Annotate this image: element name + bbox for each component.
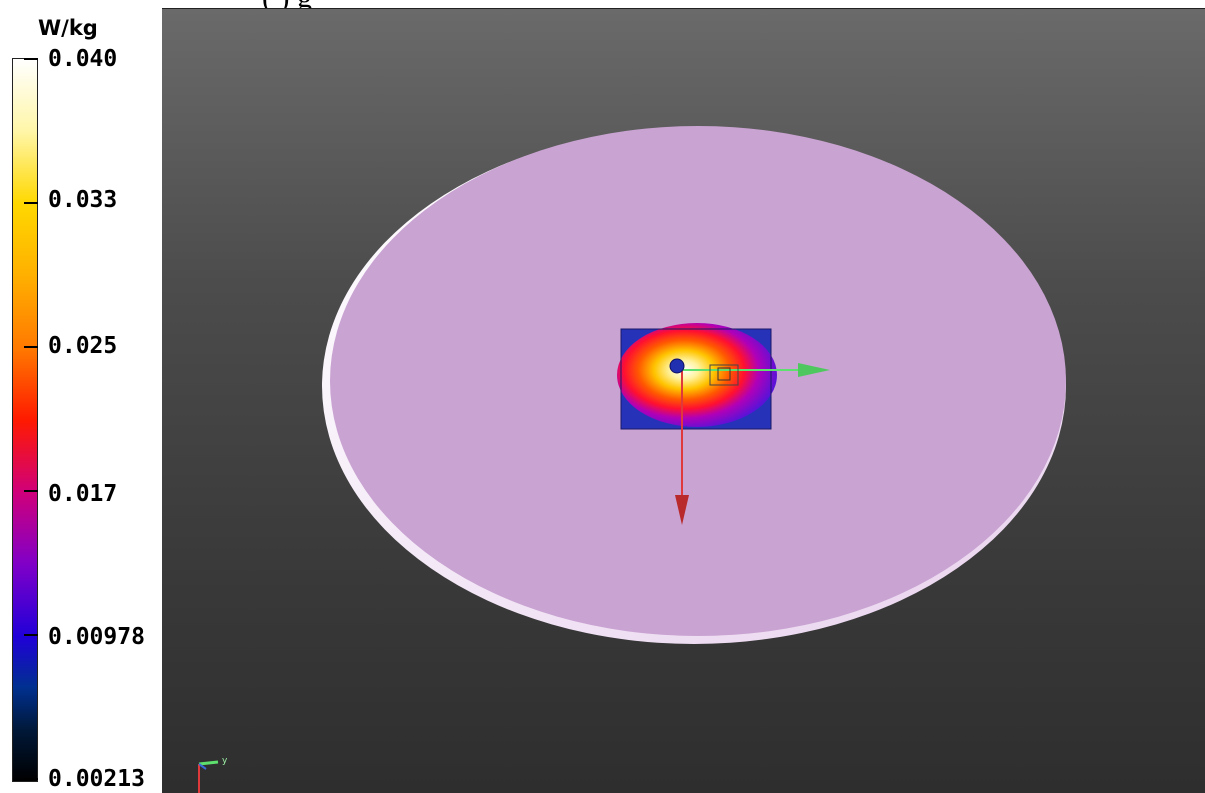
legend-label-max: 0.040 bbox=[48, 46, 118, 72]
orientation-triad-icon: y bbox=[198, 756, 228, 793]
legend-label-min: 0.00213 bbox=[48, 766, 145, 792]
legend-label-3: 0.025 bbox=[48, 333, 118, 359]
legend-label-2: 0.033 bbox=[48, 187, 118, 213]
legend-tick bbox=[24, 490, 38, 492]
legend-tick bbox=[24, 634, 38, 636]
legend-label-4: 0.017 bbox=[48, 481, 118, 507]
legend-tick bbox=[24, 202, 38, 204]
sar-field-map bbox=[617, 323, 777, 430]
legend-tick bbox=[24, 346, 38, 348]
legend-unit-label: W/kg bbox=[38, 16, 98, 40]
probe-coordinate-axes bbox=[669, 358, 830, 525]
legend-label-5: 0.00978 bbox=[48, 624, 145, 650]
viewport-scene: y bbox=[198, 126, 1066, 793]
triad-y-label: y bbox=[222, 756, 228, 766]
legend-tick bbox=[24, 58, 38, 60]
legend-colorbar bbox=[12, 58, 38, 782]
3d-viewport[interactable]: y bbox=[162, 8, 1205, 793]
legend-tick bbox=[24, 778, 38, 780]
top-caption-fragment: ( ) g bbox=[262, 0, 312, 13]
